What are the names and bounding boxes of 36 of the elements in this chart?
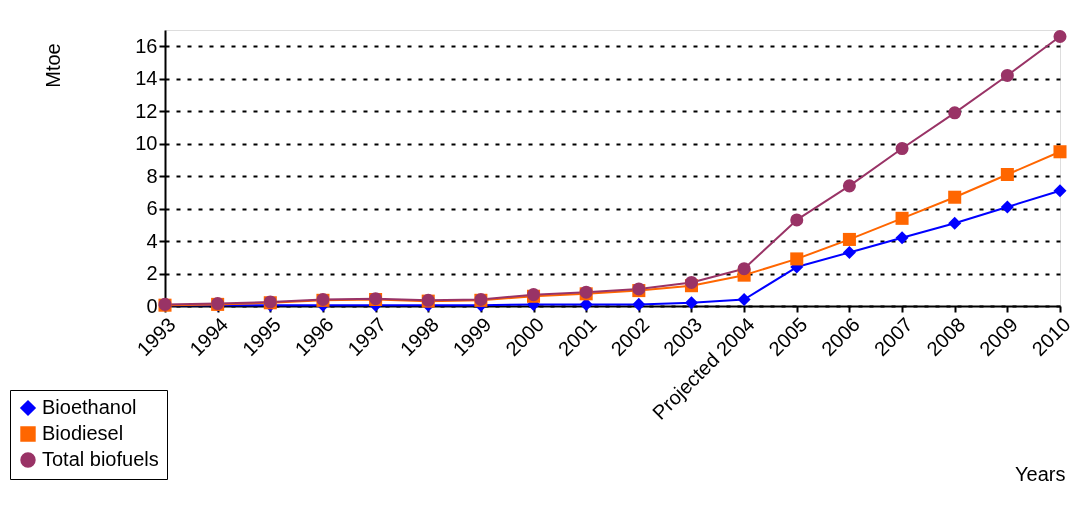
legend-label: Bioethanol [42,396,137,418]
point [948,216,962,230]
point [1053,184,1067,198]
point [895,231,909,245]
point [948,106,962,120]
point [684,296,698,310]
legend-label: Total biofuels [42,448,159,470]
y-tick-label: 14 [135,67,158,90]
legend-label: Biodiesel [42,422,124,444]
point [632,297,646,311]
point [842,179,856,193]
point [1053,29,1067,43]
point [842,232,856,246]
point [895,211,909,225]
y-tick-label: 12 [135,99,158,122]
y-tick-label: 2 [146,262,158,285]
y-tick-label: 4 [146,229,158,252]
point [895,142,909,156]
point [1000,200,1014,214]
point [684,275,698,289]
point [948,190,962,204]
y-axis-title: Mtoe [41,43,64,88]
point [1053,145,1067,159]
y-tick-label: 10 [135,132,158,155]
point [737,292,751,307]
point [790,252,804,266]
point [1000,68,1014,82]
y-tick-label: 8 [146,164,158,187]
point [842,245,856,259]
point [790,213,804,227]
y-tick-label: 16 [135,34,158,57]
y-tick-label: 6 [146,197,158,220]
y-tick-label: 0 [146,294,158,317]
x-axis-title: Years [1015,462,1066,485]
point [737,262,751,276]
point [1000,167,1014,182]
